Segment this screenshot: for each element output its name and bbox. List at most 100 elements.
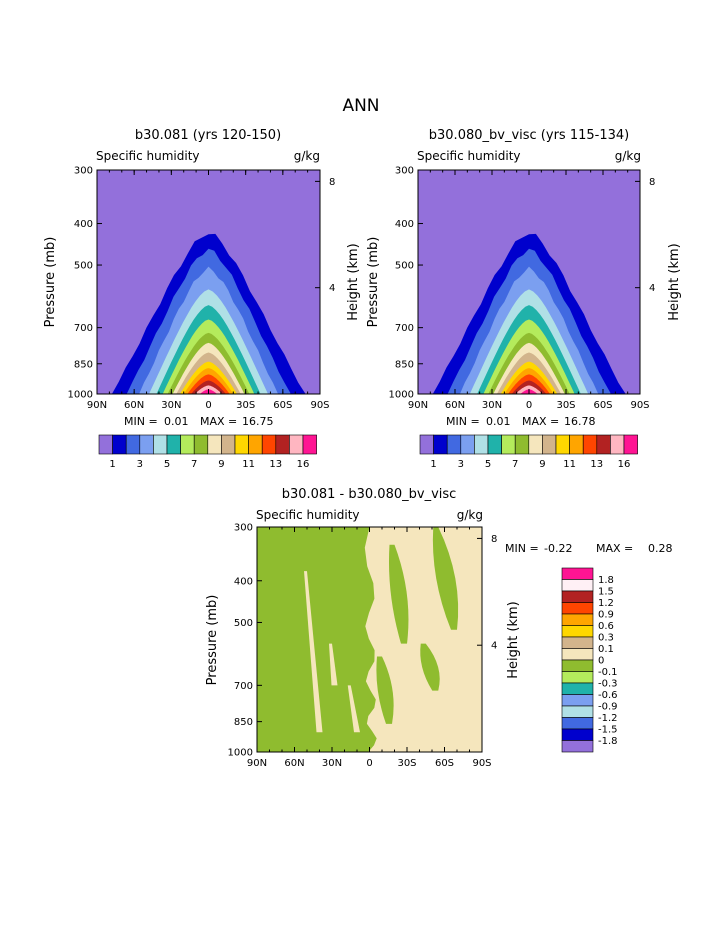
panel-1-y-tick-label: 400 (74, 219, 93, 230)
panel-1-colorbar-swatch (112, 434, 127, 455)
panel-3-max-value: 0.28 (648, 542, 673, 555)
panel-3-legend-swatch (561, 625, 594, 638)
panel-2-colorbar: 1 3 5 7 9 11 13 16 (419, 434, 638, 470)
panel-2-colorbar-swatch (542, 434, 557, 455)
panel-2-colorbar-swatch (446, 434, 462, 455)
panel-1-colorbar-swatch (289, 434, 304, 455)
panel-3-legend-label: 1.5 (598, 587, 614, 598)
panel-3-region-negative-patch (376, 656, 394, 724)
panel-2-colorbar-label: 11 (563, 459, 576, 470)
panel-3-legend-swatch (561, 671, 594, 684)
panel-1-colorbar: 1 3 5 7 9 11 13 16 (98, 434, 317, 470)
panel-1-colorbar-swatch (193, 434, 209, 455)
panel-2-colorbar-swatch (474, 434, 489, 455)
panel-3-region-positive-patch (329, 643, 338, 686)
panel-3-legend: 1.81.51.20.90.60.30.10-0.1-0.3-0.6-0.9-1… (561, 567, 618, 753)
panel-1-colorbar-swatch (248, 434, 263, 455)
panel-2-y-tick-label: 1000 (389, 390, 414, 401)
panel-1-min-label: MIN = (124, 415, 158, 428)
panel-2-max-label: MAX = (522, 415, 559, 428)
panel-1-y-right-tick-label: 4 (329, 283, 335, 294)
panel-2-y-tick-label: 400 (395, 219, 414, 230)
panel-2-y-label: Pressure (mb) (366, 237, 381, 328)
panel-2-x-tick-label: 30S (556, 400, 575, 411)
panel-2-colorbar-label: 7 (512, 459, 518, 470)
panel-3-legend-label: 1.8 (598, 575, 614, 586)
panel-1-colorbar-swatch (180, 434, 195, 455)
panel-1-subtitle-left: Specific humidity (96, 149, 200, 163)
panel-3-x-tick-label: 0 (366, 758, 372, 769)
panel-2: b30.080_bv_visc (yrs 115-134) Specific h… (366, 128, 682, 470)
panel-2-y-tick-label: 850 (395, 359, 414, 370)
panel-3-legend-swatch (561, 636, 594, 649)
panel-2-colorbar-label: 5 (485, 459, 491, 470)
panel-3-y-tick-label: 400 (234, 576, 253, 587)
panel-1-max-label: MAX = (200, 415, 237, 428)
panel-1-y-label: Pressure (mb) (43, 237, 58, 328)
panel-3-legend-swatch (561, 740, 594, 753)
panel-1-x-tick-label: 90N (87, 400, 107, 411)
panel-2-contours (432, 233, 626, 394)
panel-2-colorbar-swatch (514, 434, 530, 455)
panel-3-legend-label: 1.2 (598, 598, 614, 609)
panel-1-y-right-tick-label: 8 (329, 177, 335, 188)
panel-3-y-tick-label: 300 (234, 523, 253, 534)
panel-1-colorbar-label: 11 (242, 459, 255, 470)
panel-1-colorbar-label: 13 (269, 459, 282, 470)
panel-1-colorbar-swatch (302, 434, 317, 455)
panel-1-colorbar-swatch (275, 434, 290, 455)
panel-2-colorbar-swatch (433, 434, 448, 455)
panel-2-colorbar-label: 1 (430, 459, 436, 470)
panel-2-x-tick-label: 0 (526, 400, 532, 411)
panel-3-x-tick-label: 90S (472, 758, 491, 769)
panel-3-region-positive-patch (347, 685, 360, 733)
panel-2-subtitle-left: Specific humidity (417, 149, 521, 163)
panel-3-y-tick-label: 500 (234, 618, 253, 629)
panel-1-colorbar-label: 1 (109, 459, 115, 470)
panel-2-colorbar-swatch (596, 434, 611, 455)
panel-1-min-value: 0.01 (164, 415, 189, 428)
panel-2-colorbar-swatch (569, 434, 584, 455)
panel-2-colorbar-label: 3 (458, 459, 464, 470)
panel-3-legend-label: -0.3 (598, 679, 618, 690)
panel-2-title: b30.080_bv_visc (yrs 115-134) (429, 128, 629, 143)
panel-3-y-right-tick-label: 8 (491, 534, 497, 545)
panel-3-legend-swatch (561, 728, 594, 741)
panel-2-plot-area (417, 169, 641, 395)
panel-3-subtitle-right: g/kg (457, 508, 483, 522)
panel-2-min-label: MIN = (446, 415, 480, 428)
panel-3-axes: 90N 60N 30N 0 30S 60S 90S 300 400 500 700 850 1000 8 4 (228, 523, 498, 770)
panel-3-legend-label: 0.1 (598, 644, 614, 655)
panel-3-x-tick-label: 60S (435, 758, 454, 769)
panel-2-colorbar-label: 16 (618, 459, 631, 470)
panel-2-x-tick-label: 90N (408, 400, 428, 411)
panel-3-y-tick-label: 850 (234, 717, 253, 728)
panel-1-max-value: 16.75 (242, 415, 274, 428)
panel-2-axes: 90N 60N 30N 0 30S 60S 90S 300 400 500 700 850 1000 8 4 (389, 166, 656, 412)
panel-3-subtitle-left: Specific humidity (256, 508, 360, 522)
panel-3-legend-label: -0.6 (598, 690, 618, 701)
panel-2-colorbar-swatch (610, 434, 625, 455)
panel-3-legend-swatch (561, 705, 594, 718)
panel-1-y-tick-label: 300 (74, 166, 93, 177)
panel-1-subtitle-right: g/kg (294, 149, 320, 163)
page-title: ANN (342, 96, 379, 116)
panel-3-min-value: -0.22 (544, 542, 572, 555)
panel-2-colorbar-label: 9 (539, 459, 545, 470)
panel-3-region-negative-patch (420, 643, 440, 691)
panel-2-y-tick-label: 700 (395, 323, 414, 334)
panel-2-subtitle-right: g/kg (615, 149, 641, 163)
panel-3-legend-swatch (561, 590, 594, 603)
panel-3-region-negative-patch (432, 527, 459, 630)
panel-2-min-value: 0.01 (486, 415, 511, 428)
panel-1-colorbar-swatch (221, 434, 236, 455)
panel-3-legend-swatch (561, 682, 594, 695)
panel-2-y-right-tick-label: 8 (649, 177, 655, 188)
panel-3-regions (304, 527, 482, 752)
panel-1-plot-area (96, 169, 321, 395)
panel-2-colorbar-swatch (501, 434, 516, 455)
panel-3-legend-label: -0.1 (598, 667, 618, 678)
panel-2-colorbar-label: 13 (590, 459, 603, 470)
panel-3-region-positive-patch (304, 571, 323, 733)
